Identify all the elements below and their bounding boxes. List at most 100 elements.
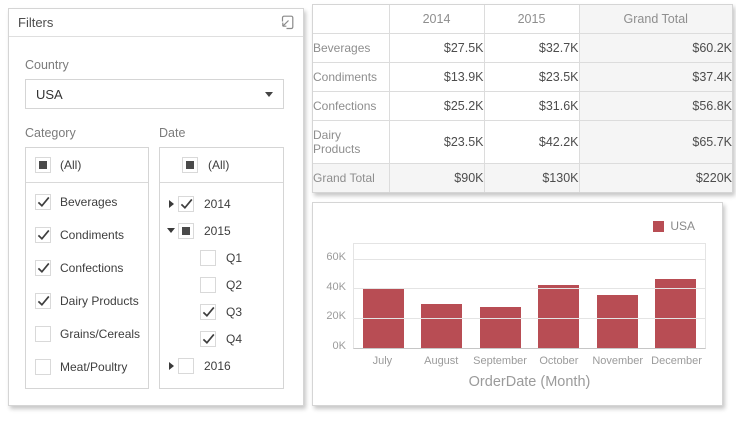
date-item-label: Q1 bbox=[226, 250, 243, 265]
bar-slot bbox=[413, 244, 472, 348]
checkbox-checked[interactable] bbox=[35, 259, 51, 276]
table-row: Dairy Products $23.5K $42.2K $65.7K bbox=[313, 120, 732, 164]
value-cell: $32.7K bbox=[483, 33, 580, 63]
filters-panel: Filters Country USA Category (All) Bevera… bbox=[8, 8, 304, 406]
date-filter-label: Date bbox=[159, 126, 186, 140]
expand-arrow-icon[interactable] bbox=[164, 200, 178, 208]
date-tree-item[interactable]: Q3 bbox=[160, 298, 283, 325]
checkbox-unchecked[interactable] bbox=[35, 358, 51, 375]
table-row: Confections $25.2K $31.6K $56.8K bbox=[313, 91, 732, 121]
pivot-table-panel: 2014 2015 Grand Total Beverages $27.5K $32.7… bbox=[312, 4, 733, 193]
bar-july[interactable] bbox=[362, 289, 404, 348]
bar-slot bbox=[588, 244, 647, 348]
table-row: Grand Total $90K $130K $220K bbox=[313, 162, 732, 192]
checkbox-unchecked[interactable] bbox=[178, 357, 194, 374]
date-item-label: 2016 bbox=[204, 358, 231, 373]
table-row: Condiments $13.9K $23.5K $37.4K bbox=[313, 62, 732, 92]
value-cell: $23.5K bbox=[388, 120, 485, 164]
category-item-label: Grains/Cereals bbox=[60, 326, 141, 341]
category-item[interactable]: Grains/Cereals bbox=[26, 317, 148, 350]
date-item-label: (All) bbox=[208, 158, 230, 172]
category-item[interactable]: Confections bbox=[26, 251, 148, 284]
country-dropdown[interactable]: USA bbox=[25, 79, 284, 109]
checkbox-checked[interactable] bbox=[35, 193, 51, 210]
x-axis-tick-label: November bbox=[592, 355, 644, 367]
corner-cell bbox=[313, 5, 390, 34]
category-item-all[interactable]: (All) bbox=[26, 148, 148, 183]
row-header-cell: Beverages bbox=[313, 33, 390, 63]
category-item-label: Condiments bbox=[60, 227, 125, 242]
checkbox-unchecked[interactable] bbox=[200, 276, 216, 293]
category-item-label: Dairy Products bbox=[60, 293, 139, 308]
value-cell: $31.6K bbox=[483, 91, 580, 121]
row-header-cell: Condiments bbox=[313, 62, 390, 92]
category-item[interactable]: Dairy Products bbox=[26, 284, 148, 317]
date-tree-item[interactable]: 2015 bbox=[160, 217, 283, 244]
checkbox-indeterminate[interactable] bbox=[182, 157, 198, 173]
export-document-icon[interactable] bbox=[278, 15, 294, 31]
date-item-label: Q2 bbox=[226, 277, 243, 292]
y-axis-tick-label: 60K bbox=[326, 251, 346, 264]
gridline bbox=[354, 317, 705, 319]
checkbox-checked[interactable] bbox=[178, 195, 194, 212]
checkbox-checked[interactable] bbox=[35, 292, 51, 309]
bar-november[interactable] bbox=[596, 294, 638, 348]
date-item-all[interactable]: (All) bbox=[160, 148, 283, 183]
date-listbox: (All) 2014 2015 Q1 Q2 Q3 Q4 2016 bbox=[159, 147, 284, 389]
category-items: Beverages Condiments Confections Dairy Prod… bbox=[26, 183, 148, 383]
bar-october[interactable] bbox=[538, 284, 580, 348]
bar-december[interactable] bbox=[655, 278, 697, 348]
checkbox-checked[interactable] bbox=[200, 330, 216, 347]
value-cell: $13.9K bbox=[388, 62, 485, 92]
chevron-down-icon bbox=[265, 91, 273, 97]
expand-arrow-icon[interactable] bbox=[164, 362, 178, 370]
checkbox-unchecked[interactable] bbox=[35, 325, 51, 342]
filters-panel-title: Filters bbox=[18, 15, 54, 30]
column-header: 2014 bbox=[388, 5, 485, 34]
date-tree-item[interactable]: Q4 bbox=[160, 325, 283, 352]
row-header-cell: Confections bbox=[313, 91, 390, 121]
value-cell: $220K bbox=[578, 162, 732, 192]
category-item[interactable]: Meat/Poultry bbox=[26, 350, 148, 383]
value-cell: $42.2K bbox=[483, 120, 580, 164]
chart-legend[interactable]: USA bbox=[653, 219, 695, 233]
filters-panel-header: Filters bbox=[9, 9, 303, 37]
bar-august[interactable] bbox=[421, 303, 463, 348]
bar-september[interactable] bbox=[479, 306, 521, 348]
table-header-row: 2014 2015 Grand Total bbox=[313, 5, 732, 34]
x-axis-tick-label: December bbox=[651, 355, 702, 367]
checkbox-indeterminate[interactable] bbox=[178, 222, 194, 239]
checkbox-checked[interactable] bbox=[200, 303, 216, 320]
date-tree-item[interactable]: Q2 bbox=[160, 271, 283, 298]
gridline bbox=[354, 288, 705, 289]
date-tree-item[interactable]: 2016 bbox=[160, 352, 283, 379]
gridline bbox=[354, 258, 705, 260]
y-axis-tick-label: 0K bbox=[332, 340, 346, 352]
bar-slot bbox=[647, 244, 706, 348]
category-item[interactable]: Condiments bbox=[26, 218, 148, 251]
date-item-label: 2015 bbox=[204, 223, 231, 238]
value-cell: $65.7K bbox=[578, 120, 732, 164]
column-header: Grand Total bbox=[578, 5, 732, 34]
date-tree-item[interactable]: 2014 bbox=[160, 190, 283, 217]
category-item[interactable]: Beverages bbox=[26, 185, 148, 218]
column-header: 2015 bbox=[483, 5, 580, 34]
y-axis-tick-label: 20K bbox=[326, 310, 346, 323]
date-tree-item[interactable]: Q1 bbox=[160, 244, 283, 271]
checkbox-checked[interactable] bbox=[35, 226, 51, 243]
date-tree-items: 2014 2015 Q1 Q2 Q3 Q4 2016 bbox=[160, 183, 283, 379]
bars-container bbox=[354, 244, 705, 348]
checkbox-indeterminate[interactable] bbox=[35, 157, 51, 173]
checkbox-unchecked[interactable] bbox=[200, 249, 216, 266]
bar-slot bbox=[354, 244, 413, 348]
date-item-label: Q4 bbox=[226, 331, 243, 346]
table-body: Beverages $27.5K $32.7K $60.2K Condiments $13… bbox=[313, 33, 732, 192]
bar-slot bbox=[471, 244, 530, 348]
value-cell: $37.4K bbox=[578, 62, 732, 92]
category-item-label: Confections bbox=[60, 260, 124, 275]
x-axis-tick-label: July bbox=[372, 355, 393, 367]
value-cell: $130K bbox=[483, 162, 580, 192]
collapse-arrow-icon[interactable] bbox=[164, 228, 178, 233]
bar-slot bbox=[530, 244, 589, 348]
chart-panel: USA July August September October November De… bbox=[312, 202, 723, 406]
